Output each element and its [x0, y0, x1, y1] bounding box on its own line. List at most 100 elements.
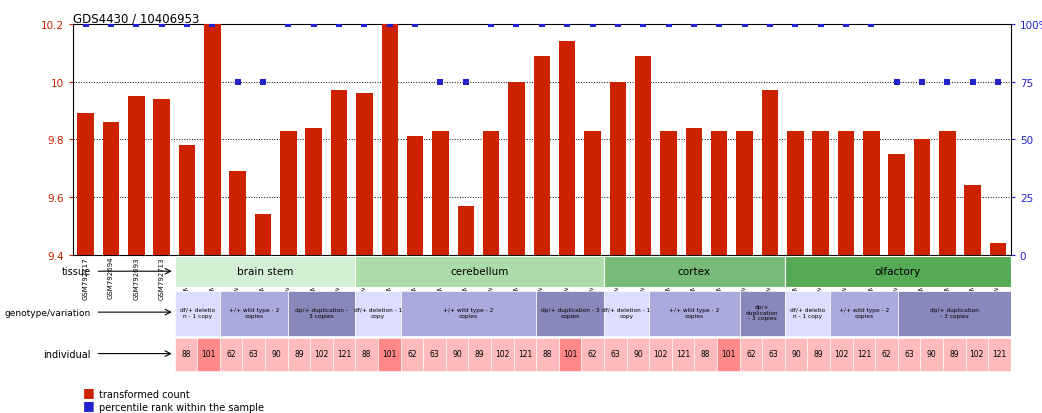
Point: [863, 21, 879, 28]
Text: 88: 88: [543, 349, 552, 358]
Text: dp/+ duplication - 3
copies: dp/+ duplication - 3 copies: [541, 307, 599, 318]
Bar: [229, 171, 246, 255]
Text: 63: 63: [611, 349, 620, 358]
Text: df/+ deletion - 1
copy: df/+ deletion - 1 copy: [602, 307, 650, 318]
Text: 102: 102: [653, 349, 668, 358]
Bar: [740, 338, 762, 370]
Bar: [197, 338, 220, 370]
Bar: [875, 338, 898, 370]
Text: transformed count: transformed count: [99, 389, 190, 399]
Text: 62: 62: [746, 349, 755, 358]
Text: cerebellum: cerebellum: [450, 266, 508, 277]
Bar: [762, 338, 785, 370]
Point: [762, 21, 778, 28]
Text: 90: 90: [926, 349, 937, 358]
Bar: [265, 338, 288, 370]
Text: 62: 62: [407, 349, 417, 358]
Text: cortex: cortex: [678, 266, 711, 277]
Text: 102: 102: [834, 349, 848, 358]
Point: [229, 79, 246, 85]
Text: 62: 62: [226, 349, 235, 358]
Bar: [355, 291, 400, 336]
Bar: [432, 131, 449, 255]
Bar: [808, 338, 830, 370]
Point: [686, 21, 702, 28]
Text: 121: 121: [676, 349, 690, 358]
Bar: [305, 128, 322, 255]
Point: [102, 21, 119, 28]
Point: [356, 21, 373, 28]
Text: 88: 88: [701, 349, 711, 358]
Bar: [737, 131, 752, 255]
Text: 90: 90: [632, 349, 643, 358]
Bar: [175, 291, 220, 336]
Bar: [830, 291, 898, 336]
Text: 63: 63: [769, 349, 778, 358]
Bar: [378, 338, 400, 370]
Bar: [626, 338, 649, 370]
Text: 89: 89: [814, 349, 823, 358]
Bar: [457, 206, 474, 255]
Bar: [635, 57, 651, 255]
Bar: [153, 100, 170, 255]
Text: 89: 89: [294, 349, 303, 358]
Text: 90: 90: [272, 349, 281, 358]
Text: 101: 101: [201, 349, 216, 358]
Point: [711, 21, 727, 28]
Point: [254, 79, 271, 85]
Bar: [943, 338, 966, 370]
Bar: [469, 338, 491, 370]
Text: 88: 88: [362, 349, 371, 358]
Bar: [694, 338, 717, 370]
Bar: [220, 291, 288, 336]
Bar: [77, 114, 94, 255]
Text: ■: ■: [83, 398, 95, 411]
Bar: [482, 131, 499, 255]
Text: +/+ wild type - 2
copies: +/+ wild type - 2 copies: [443, 307, 494, 318]
Text: +/+ wild type - 2
copies: +/+ wild type - 2 copies: [839, 307, 889, 318]
Bar: [514, 338, 537, 370]
Bar: [898, 338, 920, 370]
Bar: [785, 257, 1011, 288]
Bar: [406, 137, 423, 255]
Bar: [585, 131, 601, 255]
Point: [178, 21, 195, 28]
Bar: [830, 338, 852, 370]
Bar: [559, 42, 575, 255]
Text: 89: 89: [475, 349, 485, 358]
Point: [737, 21, 753, 28]
Text: dp/+
duplication
- 3 copies: dp/+ duplication - 3 copies: [746, 304, 778, 320]
Bar: [988, 338, 1011, 370]
Text: GDS4430 / 10406953: GDS4430 / 10406953: [73, 12, 199, 25]
Bar: [604, 291, 649, 336]
Bar: [717, 338, 740, 370]
Bar: [175, 338, 197, 370]
Bar: [128, 97, 145, 255]
Point: [610, 21, 626, 28]
Bar: [537, 338, 559, 370]
Bar: [661, 131, 677, 255]
Text: 63: 63: [904, 349, 914, 358]
Text: 102: 102: [970, 349, 984, 358]
Bar: [280, 131, 297, 255]
Bar: [740, 291, 785, 336]
Bar: [920, 338, 943, 370]
Text: df/+ deletion - 1
copy: df/+ deletion - 1 copy: [354, 307, 402, 318]
Text: 101: 101: [382, 349, 397, 358]
Point: [965, 79, 982, 85]
Text: 101: 101: [721, 349, 736, 358]
Text: 62: 62: [882, 349, 891, 358]
Bar: [355, 257, 604, 288]
Text: tissue: tissue: [61, 266, 91, 277]
Bar: [446, 338, 469, 370]
Bar: [965, 186, 981, 255]
Bar: [400, 291, 537, 336]
Bar: [243, 338, 265, 370]
Point: [534, 21, 550, 28]
Bar: [534, 57, 550, 255]
Point: [889, 79, 905, 85]
Bar: [423, 338, 446, 370]
Point: [128, 21, 145, 28]
Bar: [332, 338, 355, 370]
Text: 101: 101: [563, 349, 577, 358]
